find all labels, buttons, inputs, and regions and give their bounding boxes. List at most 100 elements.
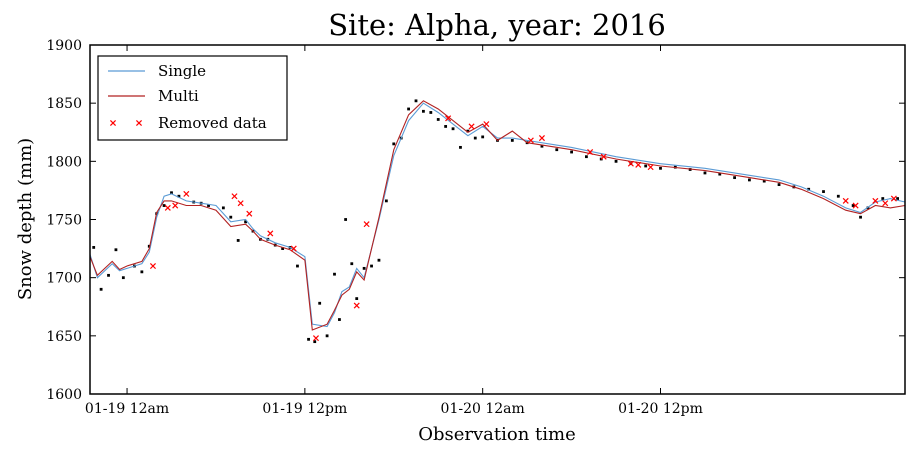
observed-point (733, 176, 736, 180)
removed-point (149, 263, 157, 270)
series-line-single (89, 102, 906, 328)
observed-point (170, 191, 173, 195)
removed-point (312, 335, 320, 342)
observed-point (896, 197, 899, 200)
observed-point (540, 144, 544, 148)
observed-point (659, 166, 662, 170)
observed-point (429, 111, 433, 114)
observed-point (614, 159, 618, 163)
observed-point (459, 145, 462, 149)
removed-points (149, 115, 897, 342)
x-tick-label: 01-19 12pm (262, 401, 347, 417)
observed-point (229, 215, 233, 219)
observed-point (121, 276, 125, 280)
y-tick-label: 1600 (46, 387, 82, 403)
observed-point (807, 187, 811, 191)
y-axis-label: Snow depth (mm) (15, 138, 36, 300)
observed-point (822, 190, 825, 193)
observed-point (748, 178, 751, 182)
observed-point (296, 264, 299, 268)
observed-point (414, 99, 418, 103)
observed-point (338, 318, 341, 321)
y-tick-label: 1750 (46, 213, 82, 229)
observed-point (177, 194, 181, 198)
legend-marker-removed-1 (109, 119, 117, 127)
observed-point (703, 171, 707, 175)
observed-point (851, 204, 855, 207)
removed-point (483, 121, 490, 128)
removed-point (882, 200, 889, 207)
observed-point (344, 218, 348, 221)
observed-point (836, 194, 840, 198)
observed-point (162, 204, 166, 207)
observed-point (362, 266, 366, 270)
observed-point (451, 127, 455, 131)
observed-point (244, 220, 247, 224)
observed-point (718, 172, 722, 176)
removed-point (164, 204, 171, 211)
removed-point (267, 230, 274, 237)
legend-swatch-removed (109, 119, 143, 127)
observed-point (281, 247, 285, 250)
observed-point (466, 129, 470, 133)
observed-point (392, 142, 396, 146)
removed-point (246, 210, 253, 217)
removed-point (635, 161, 642, 168)
removed-point (600, 153, 607, 160)
series-lines (89, 100, 906, 331)
observed-point (481, 135, 485, 139)
y-tick-label: 1850 (46, 96, 82, 112)
removed-point (842, 197, 849, 204)
observed-point (92, 246, 96, 249)
removed-point (647, 164, 654, 171)
observed-point (325, 334, 329, 338)
series-line-multi (89, 100, 906, 331)
removed-point (445, 115, 452, 122)
removed-point (627, 160, 634, 167)
removed-point (231, 193, 238, 200)
observed-point (510, 138, 514, 142)
observed-point (107, 273, 110, 277)
legend-marker-removed-2 (135, 119, 143, 127)
y-tick-label: 1700 (46, 271, 82, 287)
removed-point (587, 149, 594, 156)
observed-point (644, 164, 648, 168)
x-axis-label: Observation time (418, 424, 576, 445)
removed-point (183, 190, 190, 197)
observed-point (221, 206, 225, 210)
observed-point (422, 109, 425, 113)
legend-label-removed: Removed data (158, 114, 267, 132)
removed-point (237, 200, 244, 207)
observed-point (207, 204, 210, 207)
observed-point (333, 272, 336, 276)
x-axis: 01-19 12am 01-19 12pm 01-20 12am 01-20 12pm (85, 45, 703, 417)
observed-point (555, 148, 559, 152)
plot-frame (89, 44, 906, 395)
y-tick-label: 1800 (46, 154, 82, 170)
removed-point (872, 197, 879, 204)
legend-label-single: Single (158, 62, 206, 80)
y-tick-label: 1650 (46, 329, 82, 345)
legend-box (97, 55, 288, 141)
observed-point (762, 179, 766, 183)
legend-label-multi: Multi (158, 87, 199, 105)
observed-point (436, 118, 440, 121)
observed-point (859, 215, 862, 219)
observed-point (307, 337, 310, 341)
observed-point (570, 150, 573, 154)
removed-point (353, 302, 360, 309)
observed-point (384, 199, 388, 203)
observed-point (99, 287, 103, 291)
observed-point (473, 136, 477, 140)
removed-point (852, 202, 859, 209)
x-tick-label: 01-20 12pm (618, 401, 703, 417)
observed-point (313, 340, 317, 344)
observed-point (140, 270, 144, 274)
y-axis: 1600 1650 1700 1750 1800 1850 1900 (46, 38, 905, 403)
observed-point (585, 155, 588, 159)
y-tick-label: 1900 (46, 38, 82, 54)
removed-point (468, 123, 475, 130)
observed-point (350, 262, 354, 266)
observed-point (370, 264, 373, 268)
